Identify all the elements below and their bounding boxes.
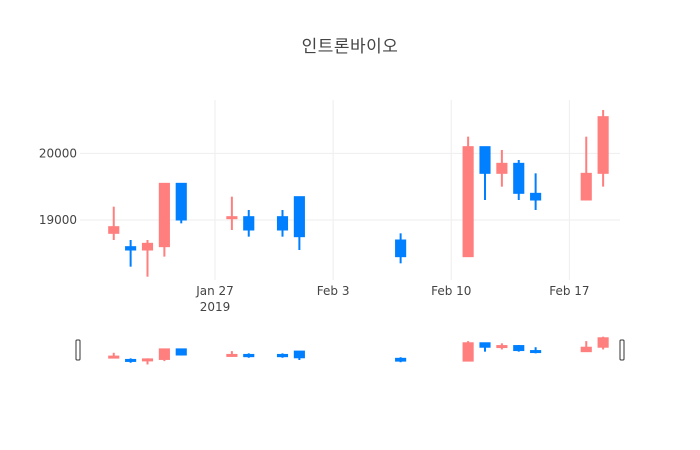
slider-candle: [243, 353, 255, 358]
main-candle: [276, 210, 289, 237]
main-candle-body: [395, 239, 407, 258]
x-tick-label: Feb 17: [549, 284, 589, 298]
main-candle-body: [158, 182, 170, 248]
main-candle: [580, 136, 592, 201]
slider-candle-body: [226, 353, 238, 357]
x-tick-label: Jan 27: [195, 284, 234, 298]
slider-candle: [175, 348, 187, 356]
main-candle-body: [108, 226, 120, 234]
slider-candle: [597, 336, 609, 350]
candle-layer: [108, 110, 609, 277]
main-candle-body: [530, 192, 542, 201]
main-candle-body: [175, 182, 187, 221]
main-candle: [243, 210, 255, 237]
slider-candle-body: [597, 337, 609, 348]
x-tick-sublabel: 2019: [200, 300, 231, 314]
slider-candle-body: [108, 355, 120, 359]
main-candle-body: [479, 146, 491, 174]
main-candle: [125, 240, 137, 267]
range-slider-right-handle[interactable]: [619, 339, 625, 361]
main-candle: [496, 150, 508, 187]
main-candle: [530, 173, 542, 210]
main-candle: [479, 146, 491, 200]
slider-candle-body: [125, 358, 137, 362]
range-slider[interactable]: [75, 335, 625, 365]
slider-candle: [462, 341, 474, 362]
main-candle-body: [276, 216, 289, 231]
main-candle: [597, 110, 609, 187]
main-candle-body: [462, 146, 474, 258]
main-candle: [462, 136, 474, 258]
slider-candle-body: [479, 342, 491, 348]
slider-candle-body: [395, 357, 407, 362]
chart-title: 인트론바이오: [301, 37, 399, 57]
slider-candle-body: [496, 345, 508, 349]
main-candle: [513, 160, 525, 200]
slider-candle: [479, 342, 491, 352]
main-candle: [293, 196, 305, 250]
slider-candle: [276, 353, 289, 358]
slider-candle: [293, 350, 305, 360]
slider-candle-body: [530, 350, 542, 354]
slider-candle-body: [580, 346, 592, 353]
slider-candle: [158, 348, 170, 362]
main-candle-body: [226, 216, 238, 220]
slider-candle: [513, 345, 525, 352]
slider-candle-body: [293, 350, 305, 359]
y-tick-label: 19000: [39, 213, 77, 227]
slider-candle-body: [513, 345, 525, 352]
slider-candle: [141, 358, 154, 365]
main-candle-body: [141, 242, 154, 251]
main-candle-body: [597, 116, 609, 174]
slider-candle-body: [158, 348, 170, 360]
main-candle-body: [125, 246, 137, 251]
main-candle: [226, 196, 238, 230]
slider-candle-body: [243, 353, 255, 358]
main-candle-body: [580, 172, 592, 201]
slider-candle: [108, 352, 120, 359]
main-candle-body: [496, 162, 508, 174]
slider-candle: [580, 341, 592, 353]
tick-layer: 19000 20000 Jan 27 2019 Feb 3 Feb 10 Feb 17: [39, 146, 590, 314]
slider-candle-body: [141, 358, 154, 362]
slider-candle: [125, 358, 137, 363]
main-candle: [395, 233, 407, 264]
slider-candle: [395, 357, 407, 363]
main-candle: [158, 182, 170, 257]
main-candle-body: [243, 216, 255, 231]
x-tick-label: Feb 10: [431, 284, 471, 298]
main-candle-body: [293, 196, 305, 238]
main-candle: [175, 182, 187, 224]
slider-candle: [530, 347, 542, 354]
y-tick-label: 20000: [39, 146, 77, 160]
slider-candle-body: [462, 342, 474, 362]
main-candle: [108, 206, 120, 240]
grid-layer: [80, 100, 620, 280]
slider-candle-body: [175, 348, 187, 356]
slider-candle: [226, 351, 238, 357]
main-candle-body: [513, 162, 525, 194]
main-candle: [141, 240, 154, 277]
range-slider-left-handle[interactable]: [75, 339, 81, 361]
x-tick-label: Feb 3: [317, 284, 350, 298]
slider-candle: [496, 343, 508, 350]
slider-candle-body: [276, 353, 289, 358]
